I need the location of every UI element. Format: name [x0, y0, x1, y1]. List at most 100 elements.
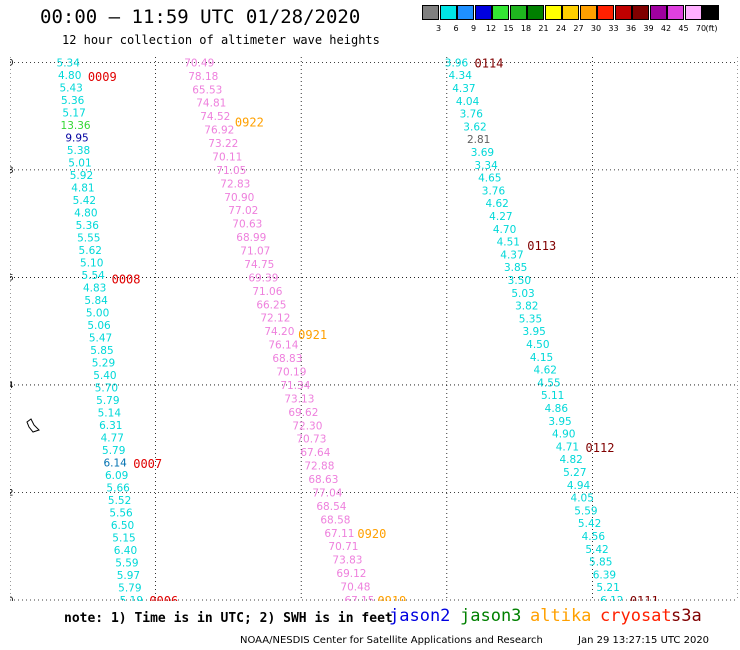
- colorbar-swatch: [422, 5, 439, 20]
- swh-value: 72.30: [292, 420, 322, 432]
- swh-value: 69.62: [288, 407, 318, 419]
- legend-item-jason2: jason2: [389, 606, 451, 626]
- swh-value: 70.71: [328, 541, 358, 553]
- swh-value: 4.50: [526, 339, 549, 351]
- colorbar-swatch: [684, 5, 702, 20]
- time-label: 0006: [149, 594, 178, 601]
- swh-value: 3.96: [445, 57, 469, 69]
- swh-value: 6.14: [103, 457, 127, 469]
- colorbar-swatch: [509, 5, 527, 20]
- swh-value: 5.01: [68, 157, 91, 169]
- swh-value: 4.83: [83, 282, 106, 294]
- swh-value: 5.03: [511, 288, 534, 300]
- swh-value: 5.42: [585, 544, 608, 556]
- swh-value: 4.34: [449, 70, 473, 82]
- swh-value: 67.11: [324, 528, 354, 540]
- swh-value: 69.12: [336, 568, 366, 580]
- swh-value: 5.19: [120, 595, 143, 601]
- swh-value: 5.00: [86, 307, 109, 319]
- swh-value: 3.34: [474, 160, 498, 172]
- swh-value: 68.83: [272, 353, 302, 365]
- swh-value: 5.79: [96, 395, 119, 407]
- swh-value: 4.82: [559, 454, 582, 466]
- colorbar-swatch: [439, 5, 457, 20]
- swh-value: 68.99: [236, 232, 266, 244]
- swh-value: 4.65: [478, 173, 501, 185]
- swh-value: 72.12: [260, 313, 290, 325]
- swh-value: 77.04: [312, 487, 342, 499]
- swh-value: 5.54: [81, 270, 105, 282]
- colorbar-swatch: [562, 5, 579, 20]
- swh-value: 5.35: [519, 313, 542, 325]
- swh-value: 2.81: [467, 134, 490, 146]
- colorbar-swatch: [544, 5, 562, 20]
- swh-value: 6.09: [105, 470, 128, 482]
- lat-tick-label: 18: [10, 166, 14, 176]
- lat-tick-label: 12: [10, 488, 13, 498]
- swh-value: 77.02: [228, 205, 258, 217]
- swh-value: 5.55: [77, 232, 100, 244]
- swh-value: 74.75: [244, 259, 274, 271]
- swh-value: 70.48: [340, 582, 370, 594]
- swh-value: 3.76: [460, 109, 484, 121]
- legend-item-jason3: jason3: [460, 606, 522, 626]
- credit-text: NOAA/NESDIS Center for Satellite Applica…: [240, 635, 543, 646]
- swh-value: 70.63: [232, 219, 262, 231]
- colorbar-swatch: [579, 5, 597, 20]
- altimeter-map: −60−57−54−51−48−451012141618205.344.805.…: [10, 57, 738, 601]
- swh-value: 5.47: [89, 332, 112, 344]
- swh-value: 5.14: [98, 407, 122, 419]
- time-label: 0008: [112, 273, 141, 287]
- swh-value: 5.06: [87, 320, 111, 332]
- swh-value: 3.95: [548, 416, 571, 428]
- lat-tick-label: 16: [10, 273, 14, 283]
- swh-value: 68.58: [320, 514, 350, 526]
- colorbar-swatch: [614, 5, 632, 20]
- swh-value: 4.80: [74, 207, 97, 219]
- legend-item-cryosat: cryosat: [600, 606, 672, 626]
- swh-value: 5.43: [59, 82, 82, 94]
- swh-value: 4.37: [500, 249, 523, 261]
- swh-value: 65.53: [192, 84, 222, 96]
- swh-value: 6.39: [593, 569, 616, 581]
- swh-value: 5.79: [102, 445, 125, 457]
- swh-value: 3.76: [482, 185, 506, 197]
- swh-value: 6.50: [111, 520, 134, 532]
- swh-value: 5.85: [589, 557, 612, 569]
- swh-value: 3.85: [504, 262, 527, 274]
- swh-value: 3.62: [463, 121, 486, 133]
- swh-value: 4.62: [485, 198, 508, 210]
- footer-note: note: 1) Time is in UTC; 2) SWH is in fe…: [64, 611, 393, 626]
- swh-value: 68.63: [308, 474, 338, 486]
- swh-value: 70.19: [276, 367, 306, 379]
- swh-value: 73.22: [208, 138, 238, 150]
- swh-value: 6.31: [99, 420, 122, 432]
- colorbar-swatch: [649, 5, 667, 20]
- time-label: 0922: [235, 116, 264, 130]
- swh-value: 73.83: [332, 555, 362, 567]
- colorbar-label: 30: [590, 24, 602, 33]
- swh-value: 71.34: [280, 380, 310, 392]
- swh-value: 5.17: [62, 107, 85, 119]
- swh-value: 74.52: [200, 111, 230, 123]
- swh-value: 70.11: [212, 151, 242, 163]
- swh-value: 4.86: [545, 403, 569, 415]
- colorbar-swatch: [667, 5, 684, 20]
- colorbar-swatch: [632, 5, 649, 20]
- colorbar-swatch: [492, 5, 509, 20]
- swh-value: 67.15: [344, 595, 374, 601]
- swh-value: 70.49: [184, 57, 214, 69]
- swh-value: 4.05: [571, 493, 594, 505]
- swh-value: 4.81: [71, 182, 94, 194]
- swh-value: 3.95: [522, 326, 545, 338]
- colorbar-label: 27: [573, 24, 584, 33]
- swh-value: 3.50: [508, 275, 531, 287]
- colorbar-label: 42: [660, 24, 672, 33]
- colorbar-label: 45: [678, 24, 689, 33]
- colorbar-swatch: [702, 5, 719, 20]
- colorbar-label: 18: [520, 24, 532, 33]
- swh-value: 5.38: [67, 145, 90, 157]
- colorbar-label: 70: [695, 24, 707, 33]
- swh-value: 4.27: [489, 211, 512, 223]
- swh-value: 4.51: [497, 237, 520, 249]
